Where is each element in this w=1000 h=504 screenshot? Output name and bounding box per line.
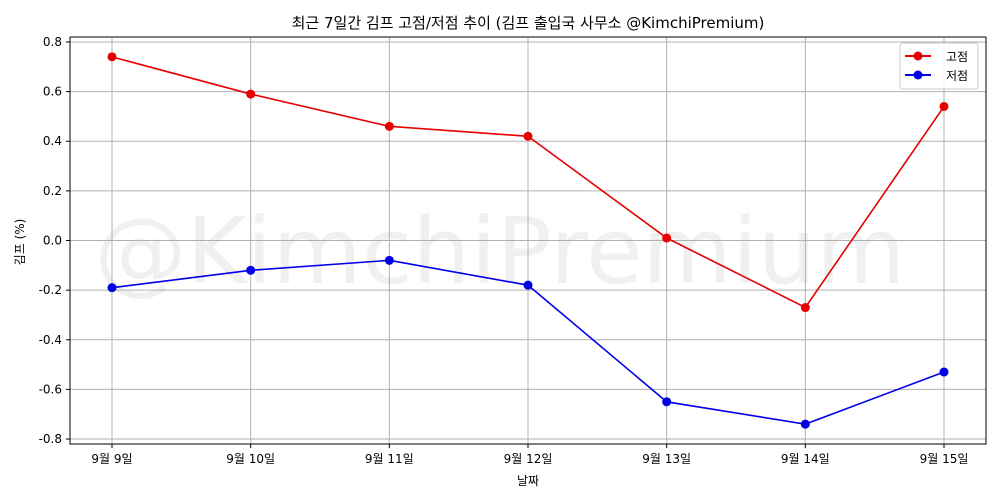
data-point (939, 367, 949, 377)
legend: 고점 저점 (899, 42, 979, 90)
grid (70, 37, 986, 444)
y-tick-label: 0.6 (43, 85, 62, 99)
legend-marker-1 (913, 70, 923, 80)
y-tick-label: -0.4 (39, 333, 62, 347)
y-tick-label: -0.2 (39, 283, 62, 297)
data-point (939, 101, 949, 111)
x-tick-label: 9월 14일 (781, 452, 830, 466)
data-point (800, 303, 810, 313)
y-tick-label: 0.2 (43, 184, 62, 198)
x-tick-label: 9월 12일 (504, 452, 553, 466)
y-axis-label: 김프 (%) (13, 219, 27, 266)
y-tick-label: -0.8 (39, 432, 62, 446)
data-point (384, 255, 394, 265)
data-point (246, 89, 256, 99)
y-tick-label: 0.0 (43, 234, 62, 248)
data-point (800, 419, 810, 429)
legend-marker-0 (913, 51, 923, 61)
y-tick-label: 0.8 (43, 35, 62, 49)
x-tick-label: 9월 9일 (91, 452, 132, 466)
data-point (384, 121, 394, 131)
x-tick-label: 9월 10일 (226, 452, 275, 466)
chart-title: 최근 7일간 김프 고점/저점 추이 (김프 출입국 사무소 @KimchiPr… (292, 14, 765, 32)
data-point (523, 131, 533, 141)
y-tick-label: 0.4 (43, 134, 62, 148)
x-tick-label: 9월 13일 (642, 452, 691, 466)
legend-label-1: 저점 (946, 69, 968, 83)
x-tick-label: 9월 11일 (365, 452, 414, 466)
data-point (107, 52, 117, 62)
data-point (662, 233, 672, 243)
watermark: @KimchiPremium (94, 198, 905, 305)
x-axis-label: 날짜 (517, 474, 539, 488)
y-tick-label: -0.6 (39, 382, 62, 396)
data-point (107, 283, 117, 293)
series-layer (107, 52, 949, 429)
data-point (662, 397, 672, 407)
legend-label-0: 고점 (946, 50, 968, 64)
x-tick-label: 9월 15일 (920, 452, 969, 466)
axes: 0.8 0.6 0.4 0.2 0.0 -0.2 -0.4 -0.6 -0.8 9월 9일 9월 1… (39, 35, 987, 466)
data-point (246, 265, 256, 275)
data-point (523, 280, 533, 290)
